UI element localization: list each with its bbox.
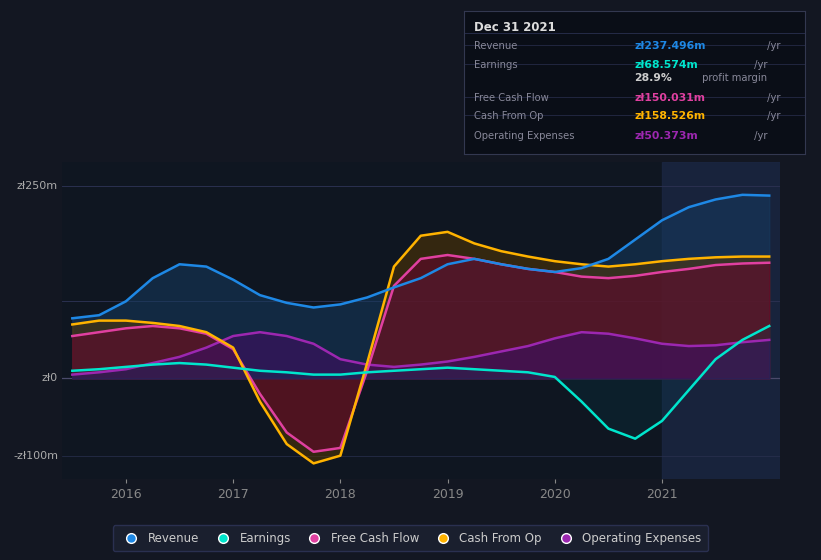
- Text: Revenue: Revenue: [474, 41, 517, 51]
- Text: /yr: /yr: [750, 60, 768, 70]
- Text: /yr: /yr: [750, 131, 768, 141]
- Bar: [662, 162, 780, 479]
- Text: Free Cash Flow: Free Cash Flow: [474, 92, 548, 102]
- Text: /yr: /yr: [764, 92, 780, 102]
- Text: zł68.574m: zł68.574m: [635, 60, 698, 70]
- Text: Operating Expenses: Operating Expenses: [474, 131, 575, 141]
- Text: /yr: /yr: [764, 111, 780, 121]
- Text: Dec 31 2021: Dec 31 2021: [474, 21, 556, 34]
- Text: zł50.373m: zł50.373m: [635, 131, 698, 141]
- Legend: Revenue, Earnings, Free Cash Flow, Cash From Op, Operating Expenses: Revenue, Earnings, Free Cash Flow, Cash …: [113, 525, 708, 551]
- Text: zł250m: zł250m: [17, 180, 58, 190]
- Text: -zł100m: -zł100m: [13, 451, 58, 461]
- Text: zł237.496m: zł237.496m: [635, 41, 706, 51]
- Text: zł158.526m: zł158.526m: [635, 111, 705, 121]
- Text: zł0: zł0: [42, 374, 58, 384]
- Text: zł150.031m: zł150.031m: [635, 92, 705, 102]
- Text: /yr: /yr: [764, 41, 780, 51]
- Text: 28.9%: 28.9%: [635, 73, 672, 83]
- Text: Earnings: Earnings: [474, 60, 518, 70]
- Text: profit margin: profit margin: [699, 73, 767, 83]
- Text: Cash From Op: Cash From Op: [474, 111, 544, 121]
